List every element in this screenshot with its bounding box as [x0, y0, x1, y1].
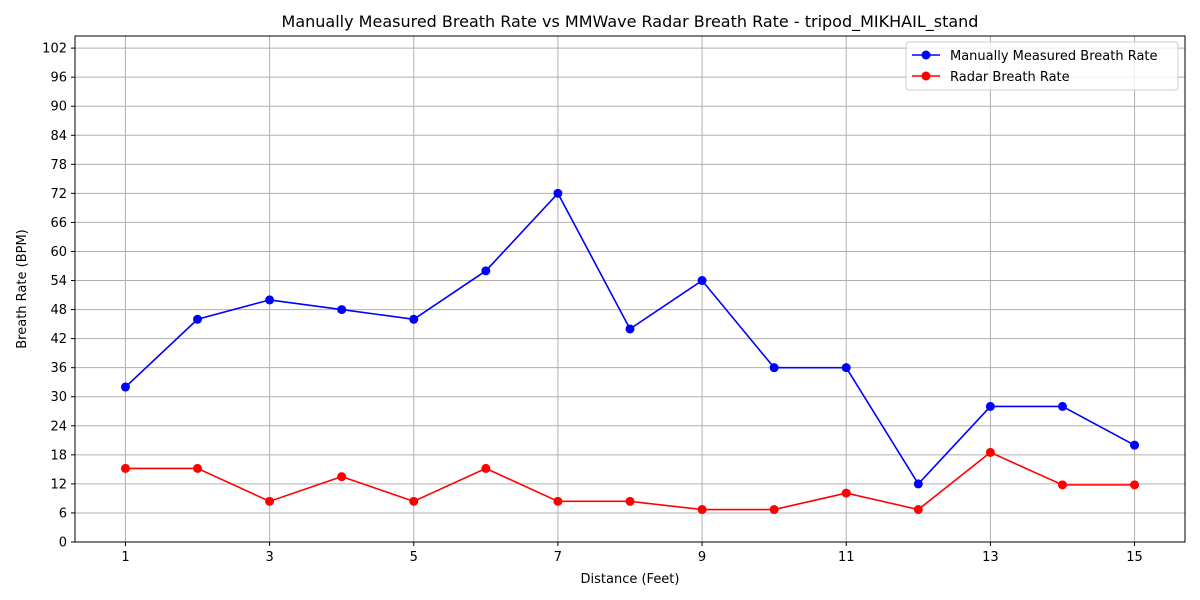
data-point-radar [697, 505, 707, 515]
data-point-radar [265, 496, 275, 506]
y-tick-label: 96 [50, 71, 67, 86]
y-tick-label: 48 [50, 303, 67, 318]
data-point-manual [913, 479, 923, 489]
data-point-manual [1130, 440, 1140, 450]
data-point-radar [481, 463, 491, 473]
x-tick-label: 9 [698, 550, 706, 565]
y-tick-label: 12 [50, 477, 67, 492]
y-axis-title: Breath Rate (BPM) [15, 229, 30, 348]
data-point-manual [193, 314, 203, 324]
x-axis-title: Distance (Feet) [581, 572, 680, 587]
data-point-radar [913, 505, 923, 515]
y-tick-label: 30 [50, 390, 67, 405]
x-tick-label: 7 [554, 550, 562, 565]
data-point-radar [1130, 480, 1140, 490]
data-point-manual [625, 324, 635, 334]
series-radar [120, 447, 1140, 515]
y-tick-label: 66 [50, 216, 67, 231]
x-tick-label: 15 [1126, 550, 1143, 565]
data-point-manual [265, 295, 275, 305]
x-tick-label: 13 [982, 550, 999, 565]
y-tick-label: 60 [50, 245, 67, 260]
y-tick-label: 6 [59, 506, 67, 521]
chart-title: Manually Measured Breath Rate vs MMWave … [282, 12, 979, 32]
legend-label-manual: Manually Measured Breath Rate [950, 49, 1158, 64]
y-tick-label: 90 [50, 100, 67, 115]
legend-box [905, 41, 1179, 91]
legend-marker-radar [921, 71, 931, 81]
y-tick-label: 78 [50, 158, 67, 173]
data-point-radar [337, 472, 347, 482]
y-tick-label: 18 [50, 448, 67, 463]
data-point-radar [193, 463, 203, 473]
data-point-manual [1057, 401, 1067, 411]
legend: Manually Measured Breath Rate Radar Brea… [905, 41, 1179, 91]
y-tick-label: 36 [50, 361, 67, 376]
grid [75, 36, 1185, 543]
data-point-manual [985, 401, 995, 411]
y-tick-label: 42 [50, 332, 67, 347]
legend-label-radar: Radar Breath Rate [950, 70, 1070, 85]
data-point-manual [841, 363, 851, 373]
legend-marker-manual [921, 50, 931, 60]
y-axis-ticks: 0 6 12 18 24 30 36 42 48 54 60 66 72 78 84 90 96 102 [42, 42, 75, 551]
data-point-radar [625, 496, 635, 506]
data-point-manual [697, 276, 707, 286]
plot-frame [74, 35, 1186, 543]
data-point-manual [409, 314, 419, 324]
data-point-radar [841, 488, 851, 498]
plot-series [120, 188, 1140, 515]
x-tick-label: 3 [265, 550, 273, 565]
y-tick-label: 72 [50, 187, 67, 202]
data-point-radar [769, 505, 779, 515]
x-tick-label: 1 [121, 550, 129, 565]
data-point-radar [120, 463, 130, 473]
data-point-manual [120, 382, 130, 392]
y-tick-label: 102 [42, 42, 67, 57]
y-tick-label: 0 [59, 536, 67, 551]
data-point-manual [553, 188, 563, 198]
x-tick-label: 5 [410, 550, 418, 565]
data-point-radar [409, 496, 419, 506]
y-tick-label: 54 [50, 274, 67, 289]
data-point-radar [985, 447, 995, 457]
data-point-manual [769, 363, 779, 373]
data-point-manual [337, 305, 347, 315]
data-point-radar [1057, 480, 1067, 490]
y-tick-label: 84 [50, 129, 67, 144]
data-point-radar [553, 496, 563, 506]
y-tick-label: 24 [50, 419, 67, 434]
series-manual [120, 188, 1140, 489]
x-tick-label: 11 [838, 550, 855, 565]
data-point-manual [481, 266, 491, 276]
x-axis-ticks: 1 3 5 7 9 11 13 15 [121, 542, 1143, 565]
